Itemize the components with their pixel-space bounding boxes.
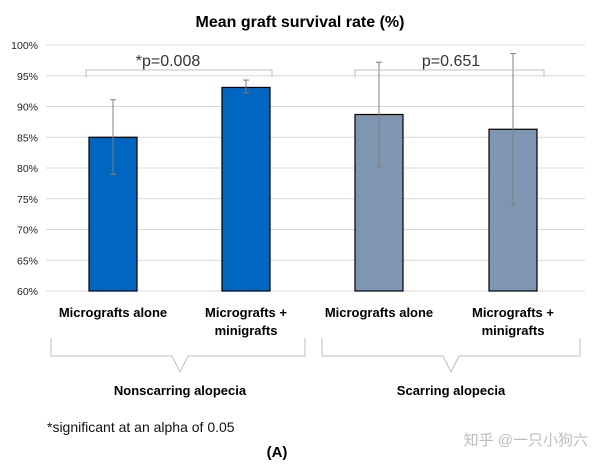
panel-label: (A) <box>267 444 288 461</box>
p-value-label: p=0.651 <box>422 53 480 70</box>
watermark: 知乎 @一只小狗六 <box>464 432 588 449</box>
category-label: Micrografts alone <box>325 305 433 320</box>
p-value-label: *p=0.008 <box>136 53 201 70</box>
y-tick-label: 90% <box>17 102 38 114</box>
significance-bracket <box>354 69 545 78</box>
y-tick-label: 100% <box>11 40 38 52</box>
y-tick-label: 95% <box>17 71 38 83</box>
y-axis-ticks: 60% 65% 70% 75% 80% 85% 90% 95% 100% <box>11 40 38 298</box>
y-tick-label: 70% <box>17 225 38 237</box>
category-label: Micrografts + <box>205 305 287 320</box>
group-label: Nonscarring alopecia <box>114 383 247 398</box>
footnote: *significant at an alpha of 0.05 <box>47 419 235 435</box>
category-labels: Micrografts alone Micrografts + minigrafts… <box>59 305 555 338</box>
y-tick-label: 85% <box>17 132 38 144</box>
category-label: minigrafts <box>482 323 545 338</box>
y-tick-label: 80% <box>17 163 38 175</box>
significance-brackets: *p=0.008 p=0.651 <box>85 53 545 78</box>
significance-bracket <box>85 69 273 78</box>
group-braces: Nonscarring alopecia Scarring alopecia <box>50 338 581 398</box>
y-tick-label: 75% <box>17 194 38 206</box>
category-label: Micrografts alone <box>59 305 167 320</box>
group-label: Scarring alopecia <box>397 383 506 398</box>
category-label: Micrografts + <box>472 305 554 320</box>
y-tick-label: 60% <box>17 286 38 298</box>
chart-title: Mean graft survival rate (%) <box>196 14 405 31</box>
bar <box>221 86 271 292</box>
error-bars <box>110 53 516 206</box>
y-tick-label: 65% <box>17 255 38 267</box>
category-label: minigrafts <box>215 323 278 338</box>
group-brace <box>50 338 306 373</box>
group-brace <box>321 338 581 373</box>
